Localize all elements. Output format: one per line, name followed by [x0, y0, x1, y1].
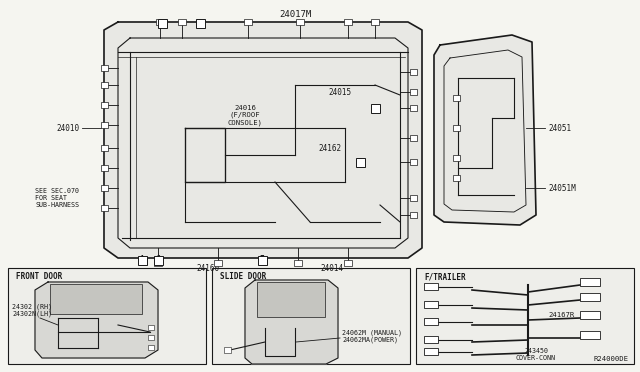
Text: A: A — [140, 256, 144, 264]
Text: 24016
(F/ROOF
CONSOLE): 24016 (F/ROOF CONSOLE) — [227, 105, 262, 125]
Text: 24051M: 24051M — [548, 183, 576, 192]
Text: 24017M: 24017M — [279, 10, 311, 19]
Bar — [148, 325, 154, 330]
Bar — [580, 311, 600, 319]
Bar — [355, 157, 365, 167]
Bar — [178, 19, 186, 25]
Bar — [424, 301, 438, 308]
Text: F/TRAILER: F/TRAILER — [424, 272, 466, 281]
Text: 24162: 24162 — [318, 144, 341, 153]
Text: 24051: 24051 — [548, 124, 571, 132]
Text: E: E — [260, 256, 264, 264]
Bar — [371, 19, 379, 25]
Bar — [424, 336, 438, 343]
Bar — [453, 95, 460, 101]
Bar — [416, 268, 634, 364]
Bar — [344, 19, 352, 25]
Polygon shape — [104, 22, 422, 258]
Text: D: D — [198, 19, 202, 28]
Text: 24014: 24014 — [321, 264, 344, 273]
Polygon shape — [434, 35, 536, 225]
Text: R24000DE: R24000DE — [593, 356, 628, 362]
Bar — [424, 283, 438, 290]
Bar — [8, 268, 206, 364]
Bar — [371, 103, 380, 112]
Bar — [580, 293, 600, 301]
Bar — [453, 125, 460, 131]
Text: SEE SEC.070
FOR SEAT
SUB-HARNESS: SEE SEC.070 FOR SEAT SUB-HARNESS — [35, 188, 79, 208]
Bar — [244, 19, 252, 25]
Text: F: F — [372, 103, 378, 112]
Bar — [154, 260, 162, 266]
Bar — [410, 195, 417, 201]
Bar — [212, 268, 410, 364]
Text: 243450
COVER-CONN: 243450 COVER-CONN — [516, 348, 556, 361]
Text: 24062M (MANUAL)
24062MA(POWER): 24062M (MANUAL) 24062MA(POWER) — [342, 329, 402, 343]
Bar — [294, 260, 302, 266]
Bar — [410, 159, 417, 165]
Bar — [424, 318, 438, 325]
Text: C: C — [156, 256, 160, 264]
Bar — [410, 105, 417, 111]
Bar — [214, 260, 222, 266]
Text: 24302 (RH)
24302N(LH): 24302 (RH) 24302N(LH) — [12, 303, 52, 317]
Bar — [195, 19, 205, 28]
Bar — [410, 135, 417, 141]
Bar — [148, 345, 154, 350]
Text: B: B — [160, 19, 164, 28]
Bar — [50, 284, 142, 314]
Bar — [453, 155, 460, 161]
Bar — [101, 185, 108, 191]
Bar — [101, 82, 108, 88]
Bar — [344, 260, 352, 266]
Text: FRONT DOOR: FRONT DOOR — [16, 272, 62, 281]
Bar — [424, 348, 438, 355]
Text: 24010: 24010 — [57, 124, 80, 132]
Text: 24015: 24015 — [329, 87, 352, 96]
Text: 24167R: 24167R — [548, 312, 574, 318]
Bar — [101, 65, 108, 71]
Bar — [580, 278, 600, 286]
Polygon shape — [245, 280, 338, 364]
Bar — [101, 205, 108, 211]
Bar — [410, 212, 417, 218]
Text: SLIDE DOOR: SLIDE DOOR — [220, 272, 266, 281]
Bar — [101, 122, 108, 128]
Bar — [257, 282, 325, 317]
Bar — [157, 19, 166, 28]
Bar — [453, 175, 460, 181]
Bar — [296, 19, 304, 25]
Text: G: G — [358, 157, 362, 167]
Bar — [101, 145, 108, 151]
Bar — [580, 331, 600, 339]
Bar — [257, 256, 266, 264]
Polygon shape — [35, 282, 158, 358]
Bar — [156, 19, 164, 25]
Bar — [410, 69, 417, 75]
Bar — [148, 335, 154, 340]
Bar — [101, 165, 108, 171]
Bar — [224, 347, 231, 353]
Bar — [410, 89, 417, 95]
Bar — [138, 256, 147, 264]
Bar — [154, 256, 163, 264]
Text: 24160: 24160 — [196, 264, 220, 273]
Bar — [101, 102, 108, 108]
